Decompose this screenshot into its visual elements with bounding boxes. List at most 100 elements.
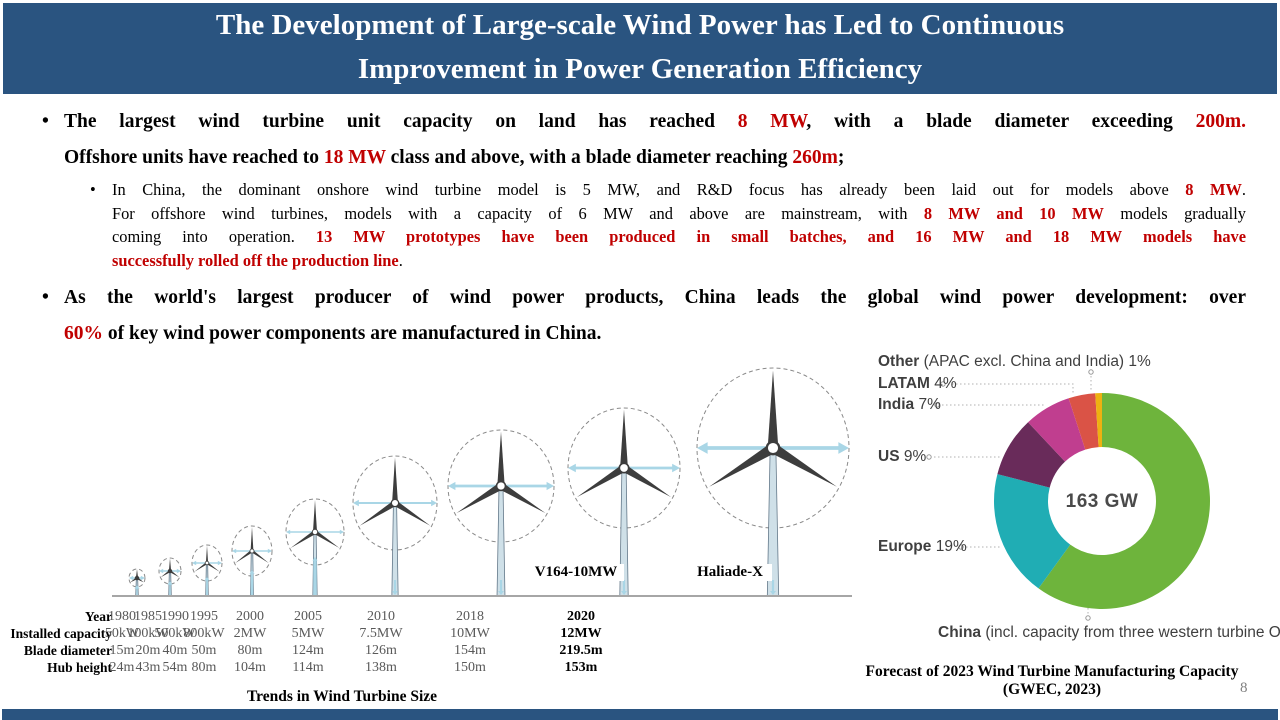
donut-slice (1028, 398, 1086, 462)
donut-label-name: LATAM (878, 375, 930, 392)
diameter-arrow-head (697, 442, 708, 454)
highlight-text: 60% (64, 323, 103, 344)
table-cell: 10MW (450, 626, 490, 641)
highlight-text: 18 MW (323, 147, 386, 168)
right-figure-caption-line2: (GWEC, 2023) (1002, 680, 1102, 698)
table-cell: 219.5m (559, 643, 603, 658)
turbine-blade (251, 549, 269, 564)
turbine-illustration (285, 498, 345, 597)
body-text: . (398, 250, 403, 270)
bullet-line: In China, the dominant onshore wind turb… (112, 178, 1246, 202)
bullet-item: • As the world's largest producer of wind… (42, 280, 1246, 352)
slide-title-line1: The Development of Large-scale Wind Powe… (215, 9, 1065, 41)
turbine-blade (709, 443, 776, 487)
table-cell: 80m (237, 643, 263, 658)
table-cell: 1980 (108, 609, 136, 624)
body-text: Offshore units have reached to (64, 147, 324, 168)
table-cell: 154m (454, 643, 486, 658)
highlight-text: 8 MW (737, 111, 807, 132)
donut-label: US 9% (878, 448, 927, 465)
turbine-blade (392, 457, 398, 503)
diameter-arrow-head (232, 548, 237, 554)
table-cell: 40m (162, 643, 188, 658)
table-cell: 500kW (154, 626, 196, 641)
diameter-arrow-head (129, 575, 134, 581)
leader-marker (958, 544, 964, 550)
turbine-blade (767, 370, 779, 448)
turbine-blade (313, 530, 340, 549)
table-cell: 800kW (183, 626, 225, 641)
body-text: models gradually (1103, 203, 1246, 223)
turbine-hub (134, 575, 140, 581)
diameter-arrow-head (431, 499, 437, 507)
table-cell: 153m (564, 660, 598, 675)
diameter-arrow-head (176, 568, 181, 574)
table-cell: 138m (365, 660, 397, 675)
leader-marker (934, 402, 940, 408)
turbine-blade (359, 500, 397, 526)
diameter-arrow-head (448, 481, 456, 491)
table-cell: 126m (365, 643, 397, 658)
table-row-label: Blade diameter (23, 643, 112, 658)
bullet-line: For offshore wind turbines, models with … (112, 202, 1246, 226)
table-cell: 15m (109, 643, 135, 658)
donut-label: Europe 19% (878, 538, 967, 555)
table-cell: 50m (191, 643, 217, 658)
bottom-bar (2, 709, 1278, 720)
bullet-line: successfully rolled off the production l… (112, 249, 1246, 273)
body-text: coming into operation. (112, 227, 316, 246)
table-row-label: Installed capacity (10, 626, 112, 641)
turbine-blade (499, 482, 546, 514)
bullet-line: As the world's largest producer of wind … (64, 280, 1246, 316)
leader-marker (1085, 615, 1091, 621)
height-arrow-head (312, 556, 318, 561)
table-cell: 1990 (161, 609, 189, 624)
donut-label: China (incl. capacity from three western… (938, 624, 1280, 641)
table-cell: 2020 (567, 609, 595, 624)
body-text: The largest wind turbine unit capacity o… (64, 111, 738, 132)
turbine-blade (497, 431, 505, 486)
table-row-label: Year (85, 609, 112, 624)
table-cell: 54m (162, 660, 188, 675)
bullet-line: 60% of key wind power components are man… (64, 316, 1246, 352)
diameter-arrow-head (568, 463, 576, 473)
turbine-hub (167, 568, 173, 574)
donut-slice (997, 422, 1066, 488)
bullet-item: • The largest wind turbine unit capacity … (42, 104, 1246, 176)
table-cell: 43m (135, 660, 161, 675)
donut-label-name: Europe (878, 538, 932, 555)
turbine-tower (496, 485, 506, 597)
table-cell: 7.5MW (359, 626, 403, 641)
table-cell: 1985 (134, 609, 162, 624)
donut-label-name: Other (878, 353, 920, 370)
turbine-model-label-haliade: Haliade-X (688, 564, 772, 581)
right-figure-caption: Forecast of 2023 Wind Turbine Manufactur… (856, 663, 1248, 698)
highlight-text: 200m. (1195, 111, 1246, 132)
bullet-marker: • (42, 287, 49, 308)
turbine-blade (194, 562, 208, 572)
table-cell: 50kW (104, 626, 140, 641)
highlight-text: successfully rolled off the production l… (112, 250, 399, 270)
body-text: In China, the dominant onshore wind turb… (112, 180, 1186, 199)
table-cell: 80m (191, 660, 217, 675)
highlight-text: 8 MW (1185, 180, 1242, 199)
table-cell: 2005 (294, 609, 322, 624)
height-arrow-head (134, 584, 140, 589)
right-figure-caption-line1: Forecast of 2023 Wind Turbine Manufactur… (865, 663, 1239, 680)
turbine-blade (393, 500, 431, 526)
diameter-arrow-head (353, 499, 359, 507)
donut-label: India 7% (878, 396, 941, 413)
bullet-marker: • (42, 111, 49, 132)
turbine-blade (622, 464, 672, 498)
donut-slice (1038, 393, 1210, 609)
bullet-line: The largest wind turbine unit capacity o… (64, 104, 1246, 140)
body-text: class and above, with a blade diameter r… (385, 147, 793, 168)
table-cell: 150m (454, 660, 486, 675)
bullet-item: • In China, the dominant onshore wind tur… (90, 178, 1246, 273)
height-arrow-head (770, 591, 776, 595)
turbine-blade (290, 530, 317, 549)
page-number: 8 (1240, 680, 1248, 696)
height-arrow-head (204, 576, 210, 581)
turbine-illustration (191, 544, 223, 597)
